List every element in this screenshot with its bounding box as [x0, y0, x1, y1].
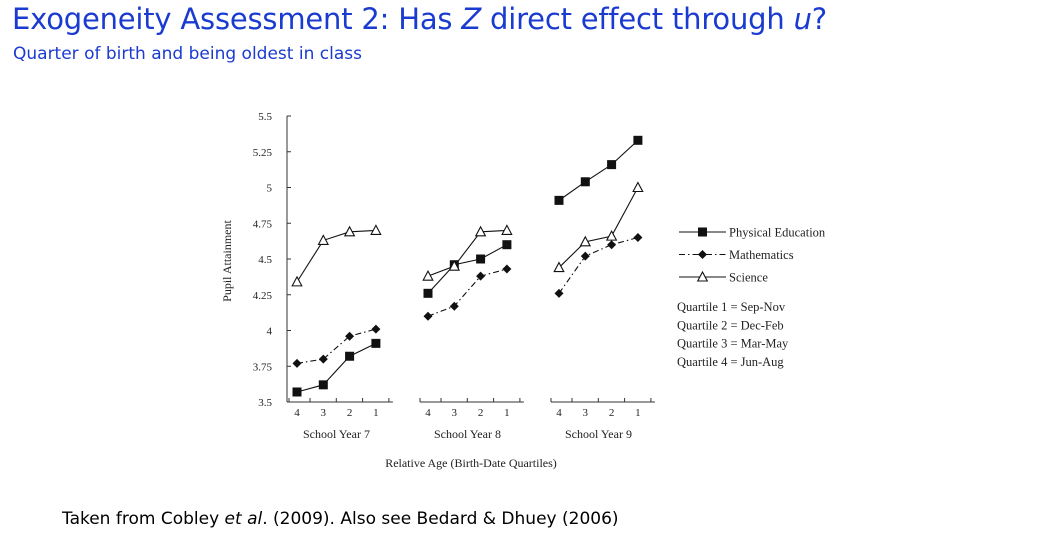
legend-note: Quartile 1 = Sep-Nov [677, 300, 786, 314]
point-square [476, 254, 486, 264]
series-line-diamond [296, 328, 377, 364]
x-tick-label: 2 [609, 407, 615, 419]
title-variable-z: Z [461, 2, 482, 36]
y-tick-label: 4.25 [253, 290, 273, 302]
slide-title: Exogeneity Assessment 2: Has Z direct ef… [12, 2, 827, 36]
source-citation: Taken from Cobley et al. (2009). Also se… [62, 509, 619, 529]
point-triangle [474, 225, 487, 237]
group-label: School Year 7 [303, 427, 370, 441]
point-square [580, 177, 590, 187]
x-tick-label: 3 [321, 407, 327, 419]
point-triangle [448, 259, 461, 271]
x-tick-label: 2 [478, 407, 484, 419]
title-variable-u: u [793, 2, 812, 36]
y-tick-label: 4.75 [253, 218, 273, 230]
x-tick-label: 1 [504, 407, 510, 419]
point-square [607, 160, 617, 170]
series-line-square [296, 342, 377, 393]
point-square [502, 240, 512, 250]
legend-note: Quartile 4 = Jun-Aug [677, 355, 784, 369]
point-diamond [502, 264, 512, 274]
point-square [371, 338, 381, 348]
series-line-triangle [558, 187, 639, 268]
x-tick-label: 1 [635, 407, 641, 419]
point-diamond [554, 288, 564, 298]
series-line-triangle [296, 229, 376, 283]
citation-prefix: Taken from Cobley [62, 509, 225, 529]
point-triangle [632, 181, 644, 193]
point-diamond [423, 311, 433, 321]
title-prefix: Exogeneity Assessment 2: Has [12, 2, 462, 36]
point-square [554, 195, 564, 205]
citation-etal: et al [224, 509, 263, 529]
point-square [292, 387, 302, 397]
x-tick-label: 2 [347, 407, 353, 419]
point-diamond [318, 354, 328, 364]
point-diamond [292, 358, 302, 368]
point-square [633, 135, 643, 145]
point-triangle [501, 224, 513, 235]
point-square [345, 351, 355, 361]
point-triangle [422, 269, 434, 281]
slide-subtitle: Quarter of birth and being oldest in cla… [13, 44, 362, 64]
y-tick-label: 5.5 [258, 111, 272, 123]
point-diamond [580, 251, 590, 261]
legend-label: Physical Education [729, 226, 826, 240]
point-square [423, 288, 433, 298]
y-tick-label: 5 [267, 183, 273, 195]
y-tick-label: 4.5 [258, 254, 272, 266]
point-triangle [317, 234, 330, 245]
title-middle: direct effect through [481, 2, 794, 36]
y-axis-title: Pupil Attainment [220, 220, 234, 302]
x-tick-label: 4 [556, 407, 562, 419]
x-tick-label: 1 [373, 407, 379, 419]
x-tick-label: 4 [294, 407, 300, 419]
x-tick-label: 4 [425, 407, 431, 419]
point-triangle [605, 229, 618, 241]
title-suffix: ? [811, 2, 827, 36]
y-tick-label: 5.25 [253, 147, 273, 159]
point-diamond [371, 324, 381, 334]
point-triangle [291, 275, 303, 287]
legend-label: Mathematics [729, 248, 794, 262]
series-line-square [427, 244, 508, 294]
y-tick-label: 3.5 [258, 397, 272, 409]
group-label: School Year 9 [565, 427, 632, 441]
citation-suffix: . (2009). Also see Bedard & Dhuey (2006) [262, 509, 619, 529]
x-axis-title: Relative Age (Birth-Date Quartiles) [385, 456, 557, 470]
x-tick-label: 3 [583, 407, 589, 419]
y-tick-label: 3.75 [253, 361, 273, 373]
legend-marker-diamond [698, 250, 707, 259]
series-line-diamond [427, 268, 508, 317]
point-diamond [345, 331, 355, 341]
group-label: School Year 8 [434, 427, 501, 441]
series-line-square [558, 139, 639, 201]
x-tick-label: 3 [452, 407, 458, 419]
legend-marker-square [698, 227, 707, 237]
point-diamond [607, 240, 617, 250]
point-triangle [579, 235, 592, 247]
series-line-triangle [427, 229, 507, 277]
point-triangle [370, 224, 382, 235]
legend-note: Quartile 3 = Mar-May [677, 337, 789, 351]
y-tick-label: 4 [267, 326, 273, 338]
legend-label: Science [729, 271, 768, 285]
legend-marker-triangle [696, 270, 709, 282]
point-triangle [343, 225, 356, 237]
point-diamond [476, 271, 486, 281]
series-line-diamond [558, 237, 639, 294]
point-triangle [553, 261, 565, 273]
point-square [318, 380, 328, 390]
legend-note: Quartile 2 = Dec-Feb [677, 318, 784, 332]
point-diamond [633, 233, 643, 243]
point-diamond [449, 301, 459, 311]
